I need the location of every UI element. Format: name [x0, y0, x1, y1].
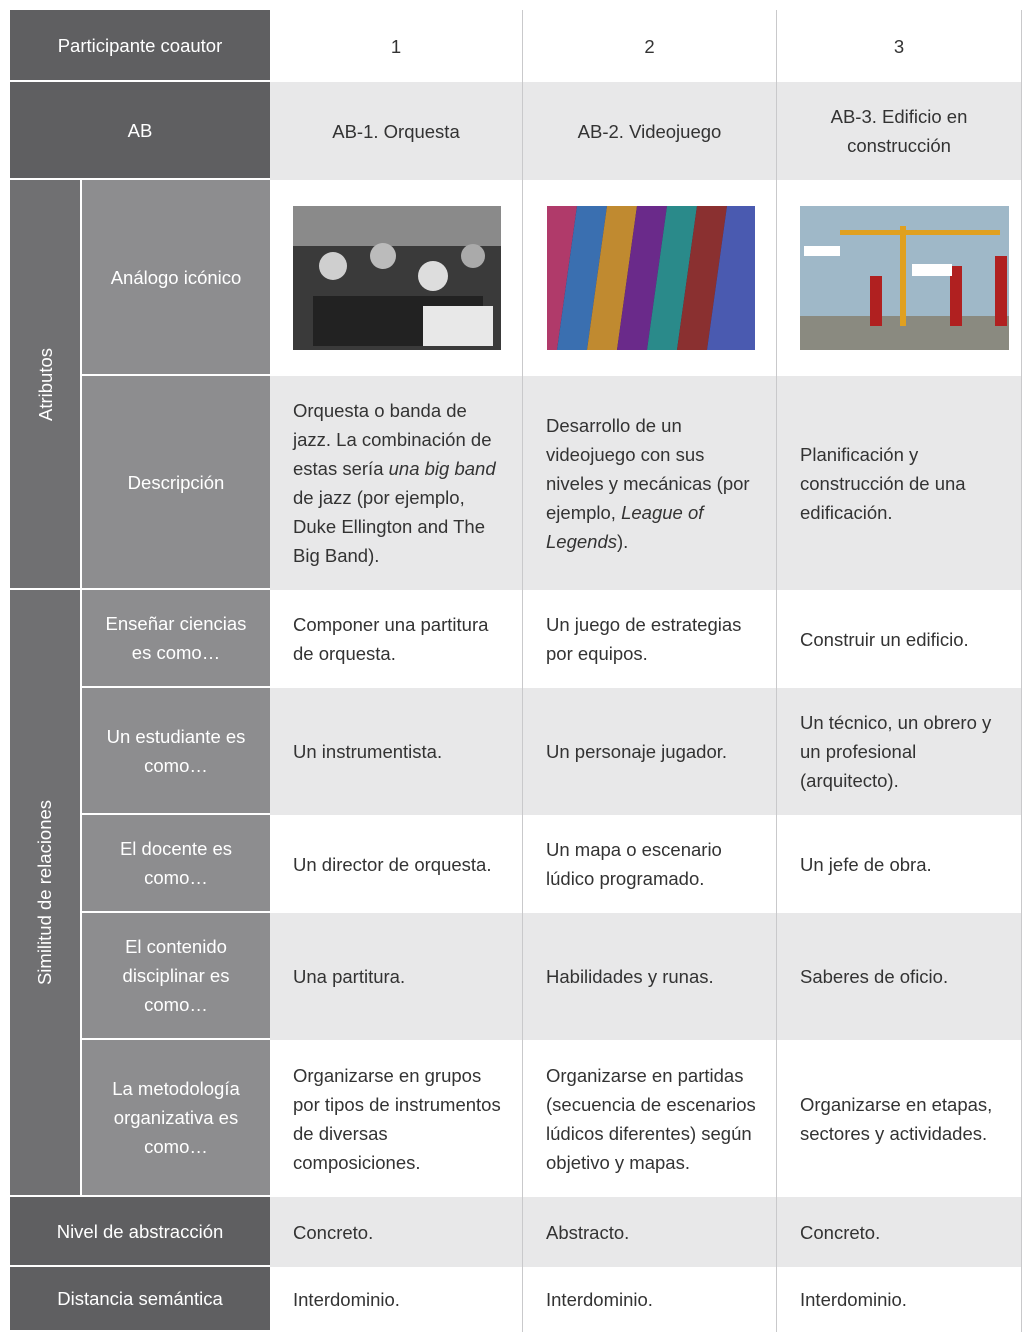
cell-text: AB-3. Edificio en construcción [830, 106, 968, 156]
text-run: una big band [388, 458, 496, 479]
cell-text: Un mapa o escenario lúdico programado. [546, 839, 722, 889]
cell-text: Enseñar ciencias es como… [105, 613, 247, 663]
cell-text: Una partitura. [293, 966, 406, 987]
data-cell: Interdominio. [777, 1267, 1022, 1332]
data-cell: Un técnico, un obrero y un profesional (… [777, 688, 1022, 815]
cell-text: Atributos [34, 347, 56, 421]
data-cell: Orquesta o banda de jazz. La combinación… [270, 376, 523, 590]
data-cell: AB-2. Videojuego [523, 82, 777, 180]
cell-text: Concreto. [800, 1221, 881, 1243]
text-run: Desarrollo de un videojuego con sus nive… [546, 414, 750, 523]
cell-text: Concreto. [293, 1221, 374, 1243]
cell-text: Nivel de abstracción [56, 1220, 224, 1242]
text-run: ). [616, 530, 629, 552]
construction-image [800, 206, 1009, 350]
data-cell: Un instrumentista. [270, 688, 523, 815]
cell-text: Un personaje jugador. [546, 741, 728, 762]
cell-text: Interdominio. [800, 1289, 907, 1310]
data-cell: Una partitura. [270, 913, 523, 1040]
cell-text: Análogo icónico [110, 266, 242, 288]
cell-text: Orquesta o banda de jazz. La combinación… [293, 396, 506, 570]
cell-text: La metodología organizativa es como… [112, 1078, 240, 1157]
cell-text: Similitud de relaciones [34, 799, 56, 986]
text-run: League of Legends [546, 501, 704, 552]
row-label: Análogo icónico [80, 180, 270, 376]
group-label: Similitud de relaciones [10, 590, 80, 1197]
header-label: Participante coautor [10, 10, 270, 82]
data-cell: Un juego de estrategias por equipos. [523, 590, 777, 688]
row-label: El docente es como… [80, 815, 270, 913]
cell-text: 3 [893, 35, 905, 57]
cell-text: AB-2. Videojuego [577, 120, 722, 142]
data-cell: Un personaje jugador. [523, 688, 777, 815]
row-label: Nivel de abstracción [10, 1197, 270, 1267]
cell-text: Un juego de estrategias por equipos. [546, 614, 742, 664]
cell-text: Un instrumentista. [293, 741, 443, 762]
orchestra-image [293, 206, 501, 350]
row-label: Enseñar ciencias es como… [80, 590, 270, 688]
row-label: Descripción [80, 376, 270, 590]
cell-text: Un jefe de obra. [800, 853, 932, 875]
data-cell: Interdominio. [523, 1267, 777, 1332]
row-label: Un estudiante es como… [80, 688, 270, 815]
text-run: Planificación y construcción de una edif… [800, 443, 966, 523]
data-cell: Habilidades y runas. [523, 913, 777, 1040]
row-label: AB [10, 82, 270, 180]
videogame-image [547, 206, 755, 350]
cell-text: Participante coautor [57, 34, 223, 56]
text-run: Orquesta o banda de jazz. La combinación… [293, 400, 492, 479]
cell-text: Organizarse en grupos por tipos de instr… [293, 1064, 501, 1173]
cell-text: 1 [390, 35, 402, 57]
data-cell: Un director de orquesta. [270, 815, 523, 913]
cell-text: El contenido disciplinar es como… [122, 936, 230, 1015]
data-cell: Planificación y construcción de una edif… [777, 376, 1022, 590]
cell-text: AB-1. Orquesta [332, 120, 460, 142]
data-cell: Desarrollo de un videojuego con sus nive… [523, 376, 777, 590]
cell-text: Componer una partitura de orquesta. [293, 614, 489, 664]
data-cell: Abstracto. [523, 1197, 777, 1267]
cell-text: Un técnico, un obrero y un profesional (… [800, 712, 992, 791]
data-cell: Interdominio. [270, 1267, 523, 1332]
data-cell: Organizarse en grupos por tipos de instr… [270, 1040, 523, 1197]
data-cell: 1 [270, 10, 523, 82]
data-cell: Un mapa o escenario lúdico programado. [523, 815, 777, 913]
data-cell: Un jefe de obra. [777, 815, 1022, 913]
cell-text: Interdominio. [546, 1289, 653, 1310]
data-cell: AB-3. Edificio en construcción [777, 82, 1022, 180]
data-cell: Componer una partitura de orquesta. [270, 590, 523, 688]
cell-text: El docente es como… [119, 838, 233, 888]
row-label: Distancia semántica [10, 1267, 270, 1332]
data-cell: 2 [523, 10, 777, 82]
cell-text: Un estudiante es como… [106, 725, 246, 776]
data-cell: Saberes de oficio. [777, 913, 1022, 1040]
cell-text: Saberes de oficio. [800, 966, 949, 987]
group-label: Atributos [10, 180, 80, 590]
data-cell: Concreto. [270, 1197, 523, 1267]
cell-text: Interdominio. [293, 1289, 400, 1310]
data-cell: 3 [777, 10, 1022, 82]
cell-text: Construir un edificio. [800, 628, 969, 650]
cell-text: 2 [644, 35, 655, 57]
data-cell: Concreto. [777, 1197, 1022, 1267]
cell-text: Organizarse en partidas (secuencia de es… [546, 1064, 756, 1173]
data-cell: Construir un edificio. [777, 590, 1022, 688]
cell-text: Desarrollo de un videojuego con sus nive… [546, 411, 760, 556]
cell-text: Abstracto. [546, 1221, 630, 1243]
cell-text: AB [127, 119, 153, 141]
cell-text: Organizarse en etapas, sectores y activi… [800, 1093, 993, 1144]
data-cell: Organizarse en etapas, sectores y activi… [777, 1040, 1022, 1197]
cell-text: Distancia semántica [57, 1288, 223, 1309]
row-label: El contenido disciplinar es como… [80, 913, 270, 1040]
text-run: de jazz (por ejemplo, Duke Ellington and… [293, 487, 485, 566]
data-cell: AB-1. Orquesta [270, 82, 523, 180]
cell-text: Planificación y construcción de una edif… [800, 440, 1005, 527]
cell-text: Habilidades y runas. [546, 966, 714, 987]
row-label: La metodología organizativa es como… [80, 1040, 270, 1197]
data-cell: Organizarse en partidas (secuencia de es… [523, 1040, 777, 1197]
cell-text: Descripción [127, 471, 225, 493]
cell-text: Un director de orquesta. [293, 853, 492, 875]
